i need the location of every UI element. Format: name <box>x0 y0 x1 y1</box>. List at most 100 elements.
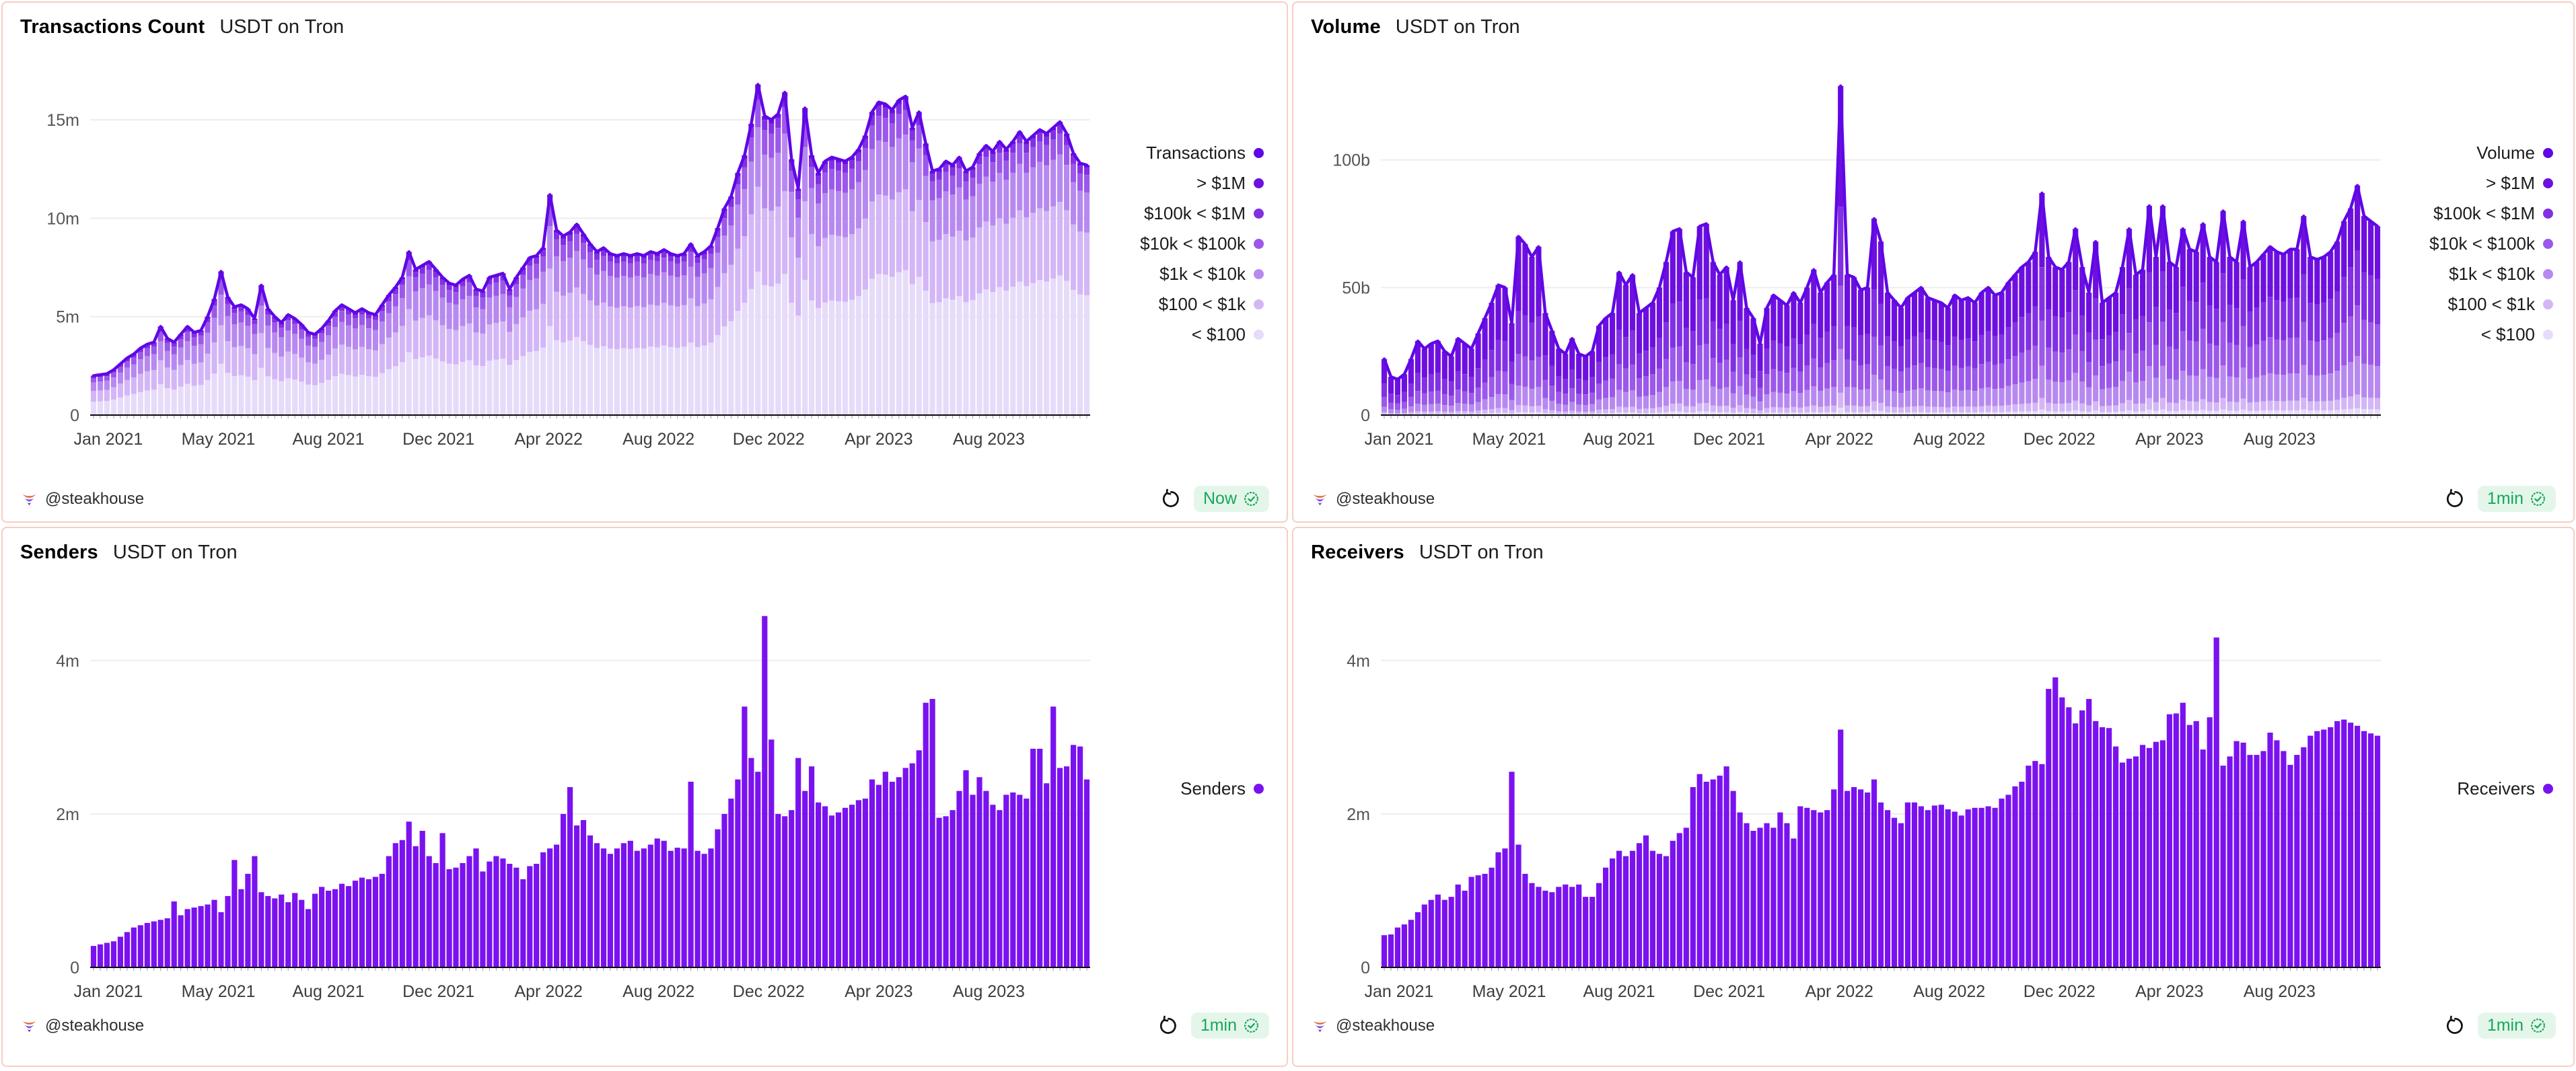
legend-item[interactable]: < $100 <box>1192 324 1264 345</box>
legend-item[interactable]: $10k < $100k <box>1140 233 1264 254</box>
svg-text:Jan 2021: Jan 2021 <box>73 982 143 1001</box>
verified-check-icon <box>2531 1019 2545 1033</box>
legend-item[interactable]: > $1M <box>2486 173 2553 194</box>
author-link[interactable]: @steakhouse <box>20 1017 144 1035</box>
legend-label: Receivers <box>2457 778 2535 799</box>
svg-text:May 2021: May 2021 <box>182 430 256 449</box>
chart-plot[interactable]: 0 2m 4m Jan 2021 May 2021 Aug 2021 Dec 2021 Apr… <box>20 566 1096 1008</box>
svg-text:Aug 2023: Aug 2023 <box>2244 430 2316 449</box>
legend-dot-icon <box>2543 148 2553 158</box>
svg-text:0: 0 <box>1361 959 1370 977</box>
freshness-badge[interactable]: Now <box>1193 486 1269 512</box>
legend-item[interactable]: $1k < $10k <box>2449 264 2553 285</box>
svg-text:100b: 100b <box>1332 151 1370 170</box>
legend-item[interactable]: $10k < $100k <box>2429 233 2553 254</box>
author-link[interactable]: @steakhouse <box>1311 1017 1435 1035</box>
legend-item[interactable]: Senders <box>1180 778 1264 799</box>
legend-label: $1k < $10k <box>1159 264 1246 284</box>
legend-label: < $100 <box>2480 324 2535 344</box>
steakhouse-logo-icon <box>21 1020 38 1033</box>
panel-title: Volume <box>1311 16 1381 38</box>
legend-item[interactable]: $1k < $10k <box>1159 264 1264 285</box>
panel-footer: @steakhouse 1min <box>20 1012 1269 1039</box>
legend-item[interactable]: $100k < $1M <box>2433 203 2553 224</box>
verified-check-icon <box>2531 492 2545 506</box>
legend-item[interactable]: Volume <box>2476 143 2553 163</box>
legend-label: > $1M <box>1196 173 1246 193</box>
legend-label: Transactions <box>1146 143 1246 163</box>
legend-item[interactable]: Transactions <box>1146 143 1264 163</box>
freshness-badge[interactable]: 1min <box>1190 1012 1269 1039</box>
author-name: @steakhouse <box>1336 489 1435 508</box>
chart-plot[interactable]: 0 50b 100b Jan 2021 May 2021 Aug 2021 Dec 2021… <box>1311 41 2386 476</box>
refresh-icon[interactable] <box>1157 1015 1178 1036</box>
panel-header: Senders USDT on Tron <box>20 542 1269 564</box>
svg-text:2m: 2m <box>56 805 79 824</box>
svg-text:50b: 50b <box>1342 279 1370 297</box>
svg-text:Dec 2021: Dec 2021 <box>1693 430 1765 449</box>
legend-item[interactable]: Receivers <box>2457 778 2553 799</box>
svg-text:May 2021: May 2021 <box>1472 430 1546 449</box>
verified-check-icon <box>1244 492 1258 506</box>
svg-text:Dec 2022: Dec 2022 <box>2024 982 2096 1001</box>
svg-text:Dec 2022: Dec 2022 <box>733 430 805 449</box>
legend-item[interactable]: $100 < $1k <box>2448 294 2553 315</box>
panel-header: Volume USDT on Tron <box>1311 16 2556 38</box>
legend-dot-icon <box>2543 330 2553 340</box>
chart-legend: Volume > $1M $100k < $1M $10k < $100k $1k < … <box>2386 41 2556 484</box>
author-name: @steakhouse <box>1336 1016 1435 1035</box>
svg-text:Aug 2023: Aug 2023 <box>953 982 1025 1001</box>
svg-text:Jan 2021: Jan 2021 <box>1364 982 1433 1001</box>
legend-item[interactable]: > $1M <box>1196 173 1264 194</box>
svg-text:15m: 15m <box>46 111 79 130</box>
panel-header: Receivers USDT on Tron <box>1311 542 2556 564</box>
svg-text:Aug 2021: Aug 2021 <box>1583 982 1655 1001</box>
freshness-badge[interactable]: 1min <box>2477 1012 2556 1039</box>
svg-text:0: 0 <box>1361 406 1370 425</box>
legend-dot-icon <box>2543 239 2553 249</box>
legend-label: > $1M <box>2486 173 2535 193</box>
svg-text:Apr 2023: Apr 2023 <box>2135 430 2203 449</box>
freshness-badge[interactable]: 1min <box>2477 486 2556 512</box>
legend-dot-icon <box>1254 148 1264 158</box>
legend-item[interactable]: $100k < $1M <box>1144 203 1264 224</box>
refresh-icon[interactable] <box>1159 488 1180 509</box>
svg-text:4m: 4m <box>1347 652 1370 671</box>
svg-text:Aug 2021: Aug 2021 <box>292 982 364 1001</box>
panel-title: Receivers <box>1311 542 1404 563</box>
refresh-icon[interactable] <box>2443 488 2464 509</box>
svg-text:Aug 2023: Aug 2023 <box>953 430 1025 449</box>
legend-item[interactable]: < $100 <box>2481 324 2553 345</box>
svg-text:Aug 2022: Aug 2022 <box>1913 982 1985 1001</box>
legend-label: Senders <box>1180 778 1246 799</box>
svg-text:4m: 4m <box>56 652 79 671</box>
svg-text:Apr 2023: Apr 2023 <box>2135 982 2203 1001</box>
svg-text:Apr 2022: Apr 2022 <box>1805 430 1873 449</box>
legend-label: Volume <box>2476 143 2535 163</box>
legend-dot-icon <box>1254 784 1264 794</box>
svg-text:Apr 2022: Apr 2022 <box>514 982 582 1001</box>
legend-label: $1k < $10k <box>2449 264 2535 284</box>
svg-text:Dec 2021: Dec 2021 <box>402 430 474 449</box>
chart-plot[interactable]: 0 2m 4m Jan 2021 May 2021 Aug 2021 Dec 2021 Apr… <box>1311 566 2386 1008</box>
author-link[interactable]: @steakhouse <box>1311 490 1435 509</box>
chart-area: 0 50b 100b Jan 2021 May 2021 Aug 2021 Dec 2021… <box>1311 41 2556 484</box>
freshness-label: 1min <box>1200 1016 1237 1035</box>
legend-label: $100k < $1M <box>2433 203 2535 223</box>
author-link[interactable]: @steakhouse <box>20 490 144 509</box>
refresh-group: 1min <box>1157 1012 1269 1039</box>
svg-text:Dec 2022: Dec 2022 <box>2024 430 2096 449</box>
legend-item[interactable]: $100 < $1k <box>1159 294 1264 315</box>
svg-text:Dec 2021: Dec 2021 <box>1693 982 1765 1001</box>
svg-text:Apr 2022: Apr 2022 <box>1805 982 1873 1001</box>
svg-text:May 2021: May 2021 <box>182 982 256 1001</box>
chart-plot[interactable]: 0 5m 10m 15m Jan 2021 May 2021 Aug 2021 Dec 202… <box>20 41 1096 476</box>
freshness-label: 1min <box>2486 1016 2524 1035</box>
legend-label: $10k < $100k <box>1140 233 1246 254</box>
svg-text:10m: 10m <box>46 209 79 228</box>
panel-title: Senders <box>20 542 98 563</box>
steakhouse-logo-icon <box>21 493 38 506</box>
freshness-label: 1min <box>2486 489 2524 508</box>
refresh-icon[interactable] <box>2443 1015 2464 1036</box>
